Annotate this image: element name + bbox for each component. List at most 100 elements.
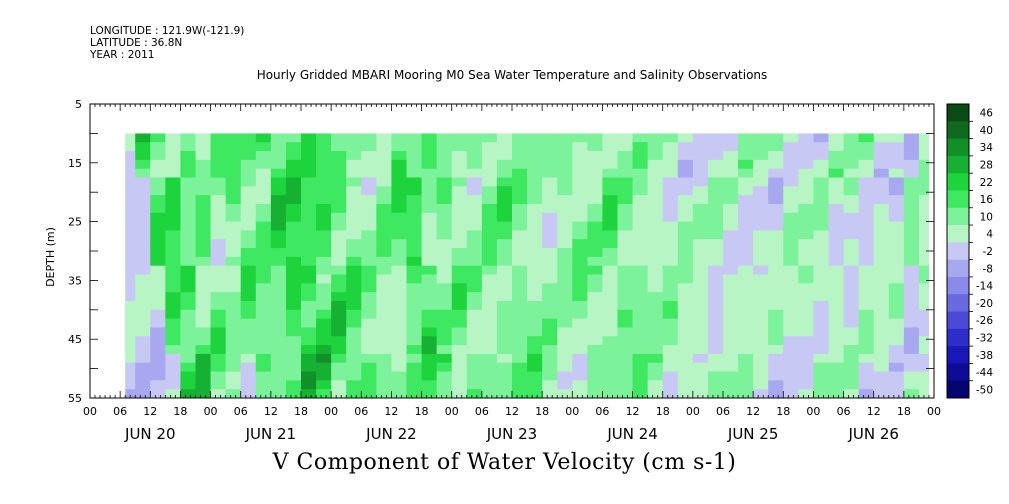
field-cell (451, 336, 468, 346)
field-cell (421, 309, 438, 320)
field-cell (376, 195, 392, 205)
field-cell (723, 353, 739, 364)
field-cell (421, 283, 438, 293)
field-cell (843, 248, 860, 258)
field-cell (466, 256, 483, 267)
field-cell (542, 309, 558, 320)
x-tick-label: 18 (294, 405, 308, 418)
field-cell (738, 168, 754, 178)
field-cell (180, 151, 196, 161)
field-cell (150, 283, 166, 293)
field-cell (436, 300, 453, 311)
field-cell (753, 186, 769, 196)
field-cell (135, 133, 151, 143)
field-cell (316, 177, 332, 187)
field-cell (301, 362, 317, 373)
field-cell (512, 186, 528, 196)
field-cell (451, 380, 468, 390)
field-cell (512, 283, 528, 293)
field-cell (391, 248, 407, 258)
field-cell (677, 283, 694, 293)
field-cell (125, 151, 136, 161)
field-cell (466, 327, 483, 337)
field-cell (301, 195, 317, 205)
field-cell (647, 203, 664, 214)
colorbar-label: -44 (976, 367, 993, 379)
field-cell (376, 292, 392, 302)
field-cell (180, 221, 196, 231)
field-cell (858, 230, 875, 240)
field-cell (496, 159, 513, 170)
field-cell (888, 168, 905, 178)
field-cell (587, 327, 603, 337)
field-cell (527, 177, 543, 187)
field-cell (391, 195, 407, 205)
field-cell (692, 230, 709, 240)
field-cell (466, 371, 483, 381)
field-cell (376, 353, 392, 364)
field-cell (632, 230, 649, 240)
field-cell (391, 186, 407, 196)
field-cell (783, 203, 799, 214)
field-cell (918, 203, 929, 214)
field-cell (255, 221, 272, 231)
colorbar-label: -26 (976, 315, 993, 327)
field-cell (828, 345, 845, 355)
field-cell (346, 265, 362, 276)
field-cell (828, 265, 845, 276)
field-cell (180, 230, 196, 240)
field-cell (617, 292, 634, 302)
field-cell (255, 142, 272, 152)
field-cell (527, 159, 543, 170)
field-cell (723, 362, 739, 373)
field-cell (180, 380, 196, 390)
field-cell (361, 336, 377, 346)
field-cell (617, 142, 634, 152)
field-cell (391, 265, 407, 276)
field-cell (753, 345, 769, 355)
field-cell (647, 177, 664, 187)
field-cell (165, 203, 181, 214)
field-cell (346, 283, 362, 293)
field-cell (542, 371, 558, 381)
field-cell (572, 203, 588, 214)
field-cell (180, 353, 196, 364)
field-cell (150, 230, 166, 240)
colorbar-label: 40 (980, 125, 993, 137)
field-cell (738, 318, 754, 328)
field-cell (316, 265, 332, 276)
field-cell (436, 230, 453, 240)
field-cell (195, 318, 212, 328)
field-cell (662, 203, 679, 214)
field-cell (783, 159, 799, 170)
colorbar-swatch (947, 207, 969, 226)
field-cell (225, 203, 242, 214)
field-cell (843, 292, 860, 302)
field-cell (481, 300, 498, 311)
field-cell (527, 362, 543, 373)
field-cell (210, 300, 227, 311)
field-cell (316, 212, 332, 223)
field-cell (421, 380, 438, 390)
field-cell (125, 248, 136, 258)
field-cell (557, 168, 573, 178)
field-cell (858, 133, 875, 143)
field-cell (723, 133, 739, 143)
x-tick-label: 18 (776, 405, 790, 418)
field-cell (331, 274, 347, 284)
field-cell (436, 345, 453, 355)
field-cell (346, 221, 362, 231)
field-cell (542, 389, 558, 398)
field-cell (346, 239, 362, 249)
field-cell (843, 142, 860, 152)
field-cell (346, 380, 362, 390)
field-cell (466, 362, 483, 373)
field-cell (858, 353, 875, 364)
field-cell (496, 300, 513, 311)
field-cell (125, 292, 136, 302)
field-cell (858, 239, 875, 249)
field-cell (135, 380, 151, 390)
colorbar-swatch (947, 155, 969, 174)
field-cell (125, 327, 136, 337)
field-cell (873, 151, 890, 161)
